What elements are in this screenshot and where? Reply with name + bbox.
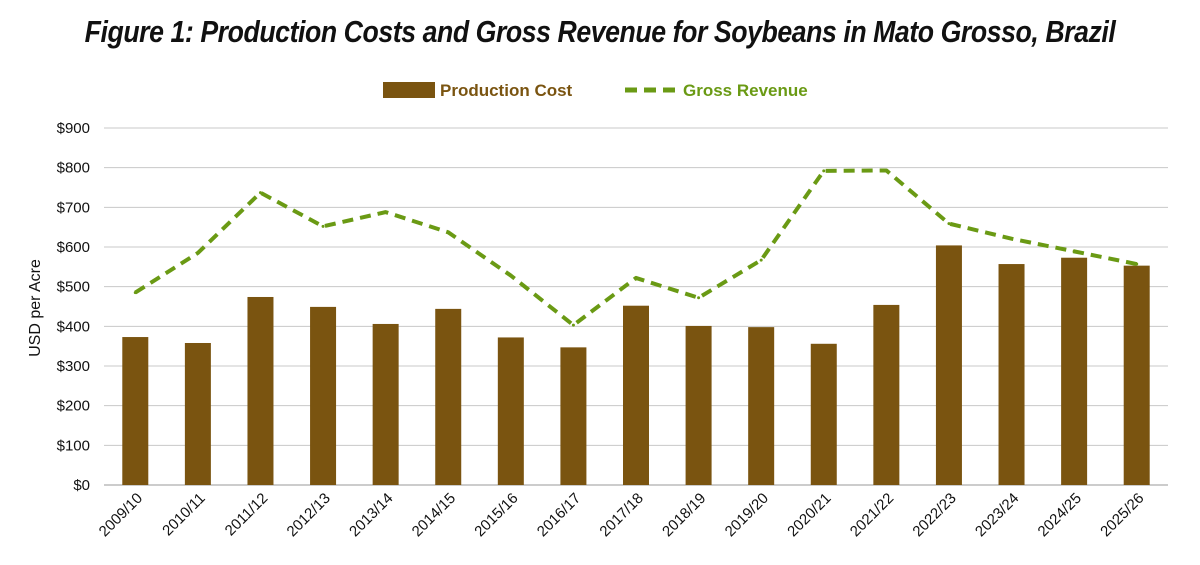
x-tick-label: 2016/17 [534,490,584,540]
x-tick-label: 2021/22 [847,490,897,540]
x-tick-label: 2009/10 [96,490,146,540]
bars [122,245,1150,485]
point-gross-revenue [196,251,200,255]
bar-production-cost [122,337,149,485]
bar-production-cost [748,327,775,485]
bar-production-cost [810,343,837,485]
bar-production-cost [247,296,274,485]
legend-label-gross-revenue: Gross Revenue [683,81,808,100]
point-gross-revenue [384,210,388,214]
point-gross-revenue [1010,237,1014,241]
x-tick-label: 2025/26 [1097,490,1147,540]
line-gross-revenue [134,168,1138,328]
y-tick-label: $700 [57,199,90,216]
legend-swatch-production-cost [383,82,435,98]
bar-production-cost [1061,257,1088,485]
bar-production-cost [998,264,1025,485]
bar-production-cost [310,306,337,485]
bar-production-cost [372,323,399,485]
bar-production-cost [497,337,524,485]
bar-production-cost [935,245,962,485]
point-gross-revenue [571,323,575,327]
revenue-line [133,168,1139,328]
y-tick-label: $800 [57,160,90,177]
y-axis-ticks: $0 $100 $200 $300 $400 $500 $600 $700 $800 $900 [57,120,90,494]
x-tick-label: 2017/18 [596,490,646,540]
x-axis-ticks: 2009/10 2010/11 2011/12 2012/13 2013/14 2014/… [96,490,1148,540]
point-gross-revenue [1072,249,1076,253]
point-gross-revenue [1135,262,1139,266]
chart-title: Figure 1: Production Costs and Gross Rev… [84,14,1116,49]
y-tick-label: $200 [57,398,90,415]
x-tick-label: 2010/11 [159,490,209,540]
x-tick-label: 2019/20 [722,490,772,540]
legend-label-production-cost: Production Cost [440,81,573,100]
bar-production-cost [685,325,712,485]
point-gross-revenue [884,168,888,172]
point-gross-revenue [446,230,450,234]
x-tick-label: 2020/21 [784,490,834,540]
point-gross-revenue [822,169,826,173]
bar-production-cost [623,305,649,485]
bar-production-cost [1123,265,1150,485]
point-gross-revenue [697,296,701,300]
point-gross-revenue [634,276,638,280]
y-tick-label: $100 [57,437,90,454]
y-tick-label: $500 [57,279,90,296]
point-gross-revenue [759,258,763,262]
bar-production-cost [435,308,462,485]
x-tick-label: 2011/12 [222,490,272,540]
y-axis-label: USD per Acre [27,259,44,357]
x-tick-label: 2022/23 [909,490,959,540]
y-tick-label: $900 [57,120,90,137]
point-gross-revenue [321,224,325,228]
y-tick-label: $0 [73,477,90,494]
x-tick-label: 2024/25 [1035,490,1085,540]
x-tick-label: 2013/14 [346,490,396,540]
y-tick-label: $600 [57,239,90,256]
x-tick-label: 2014/15 [409,490,459,540]
x-tick-label: 2015/16 [471,490,521,540]
point-gross-revenue [509,274,513,278]
y-tick-label: $300 [57,358,90,375]
bar-production-cost [184,342,211,485]
y-tick-label: $400 [57,318,90,335]
bar-production-cost [873,304,900,485]
x-tick-label: 2023/24 [972,490,1022,540]
point-gross-revenue [258,191,262,195]
x-tick-label: 2012/13 [284,490,334,540]
bar-production-cost [560,347,587,485]
point-gross-revenue [133,291,137,295]
point-gross-revenue [947,222,951,226]
legend: Production Cost Gross Revenue [383,81,808,100]
x-tick-label: 2018/19 [659,490,709,540]
